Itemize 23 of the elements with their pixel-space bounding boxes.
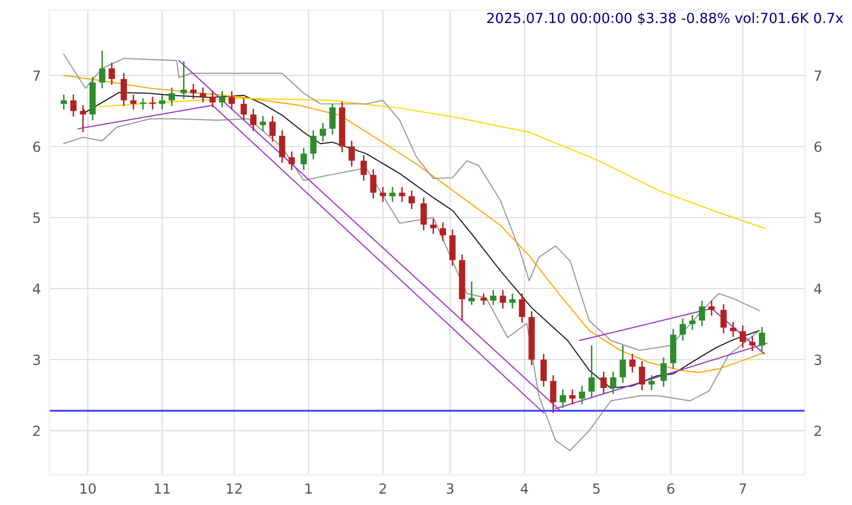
x-tick-label: 3 [446,483,454,494]
x-tick-label: 2 [379,483,386,494]
y2-tick-label: 4 [814,284,822,294]
y2-tick-label: 3 [814,354,822,366]
y2-tick-label: 7 [814,70,822,81]
x-tick-label: 1 [306,483,312,494]
y-tick-label: 6 [33,141,40,152]
x-tick-label: 12 [226,483,242,494]
y-tick-label: 3 [33,354,40,366]
y2-tick-label: 2 [814,426,821,436]
y2-tick-label: 5 [814,212,822,224]
x-tick-label: 5 [593,483,600,494]
y-tick-label: 5 [33,212,40,224]
x-tick-label: 7 [739,483,746,494]
x-tick-label: 6 [667,483,674,494]
y-tick-label: 4 [32,284,40,294]
x-tick-label: 11 [154,483,170,494]
chart-title: 2025.07.10 00:00:00 $3.38 -0.88% vol:701.6K 0.7x [487,12,844,26]
y2-tick-label: 6 [814,141,822,152]
y-tick-label: 2 [33,426,40,436]
y-tick-label: 7 [33,70,40,81]
x-tick-label: 10 [80,483,96,494]
x-tick-label: 4 [520,483,528,494]
